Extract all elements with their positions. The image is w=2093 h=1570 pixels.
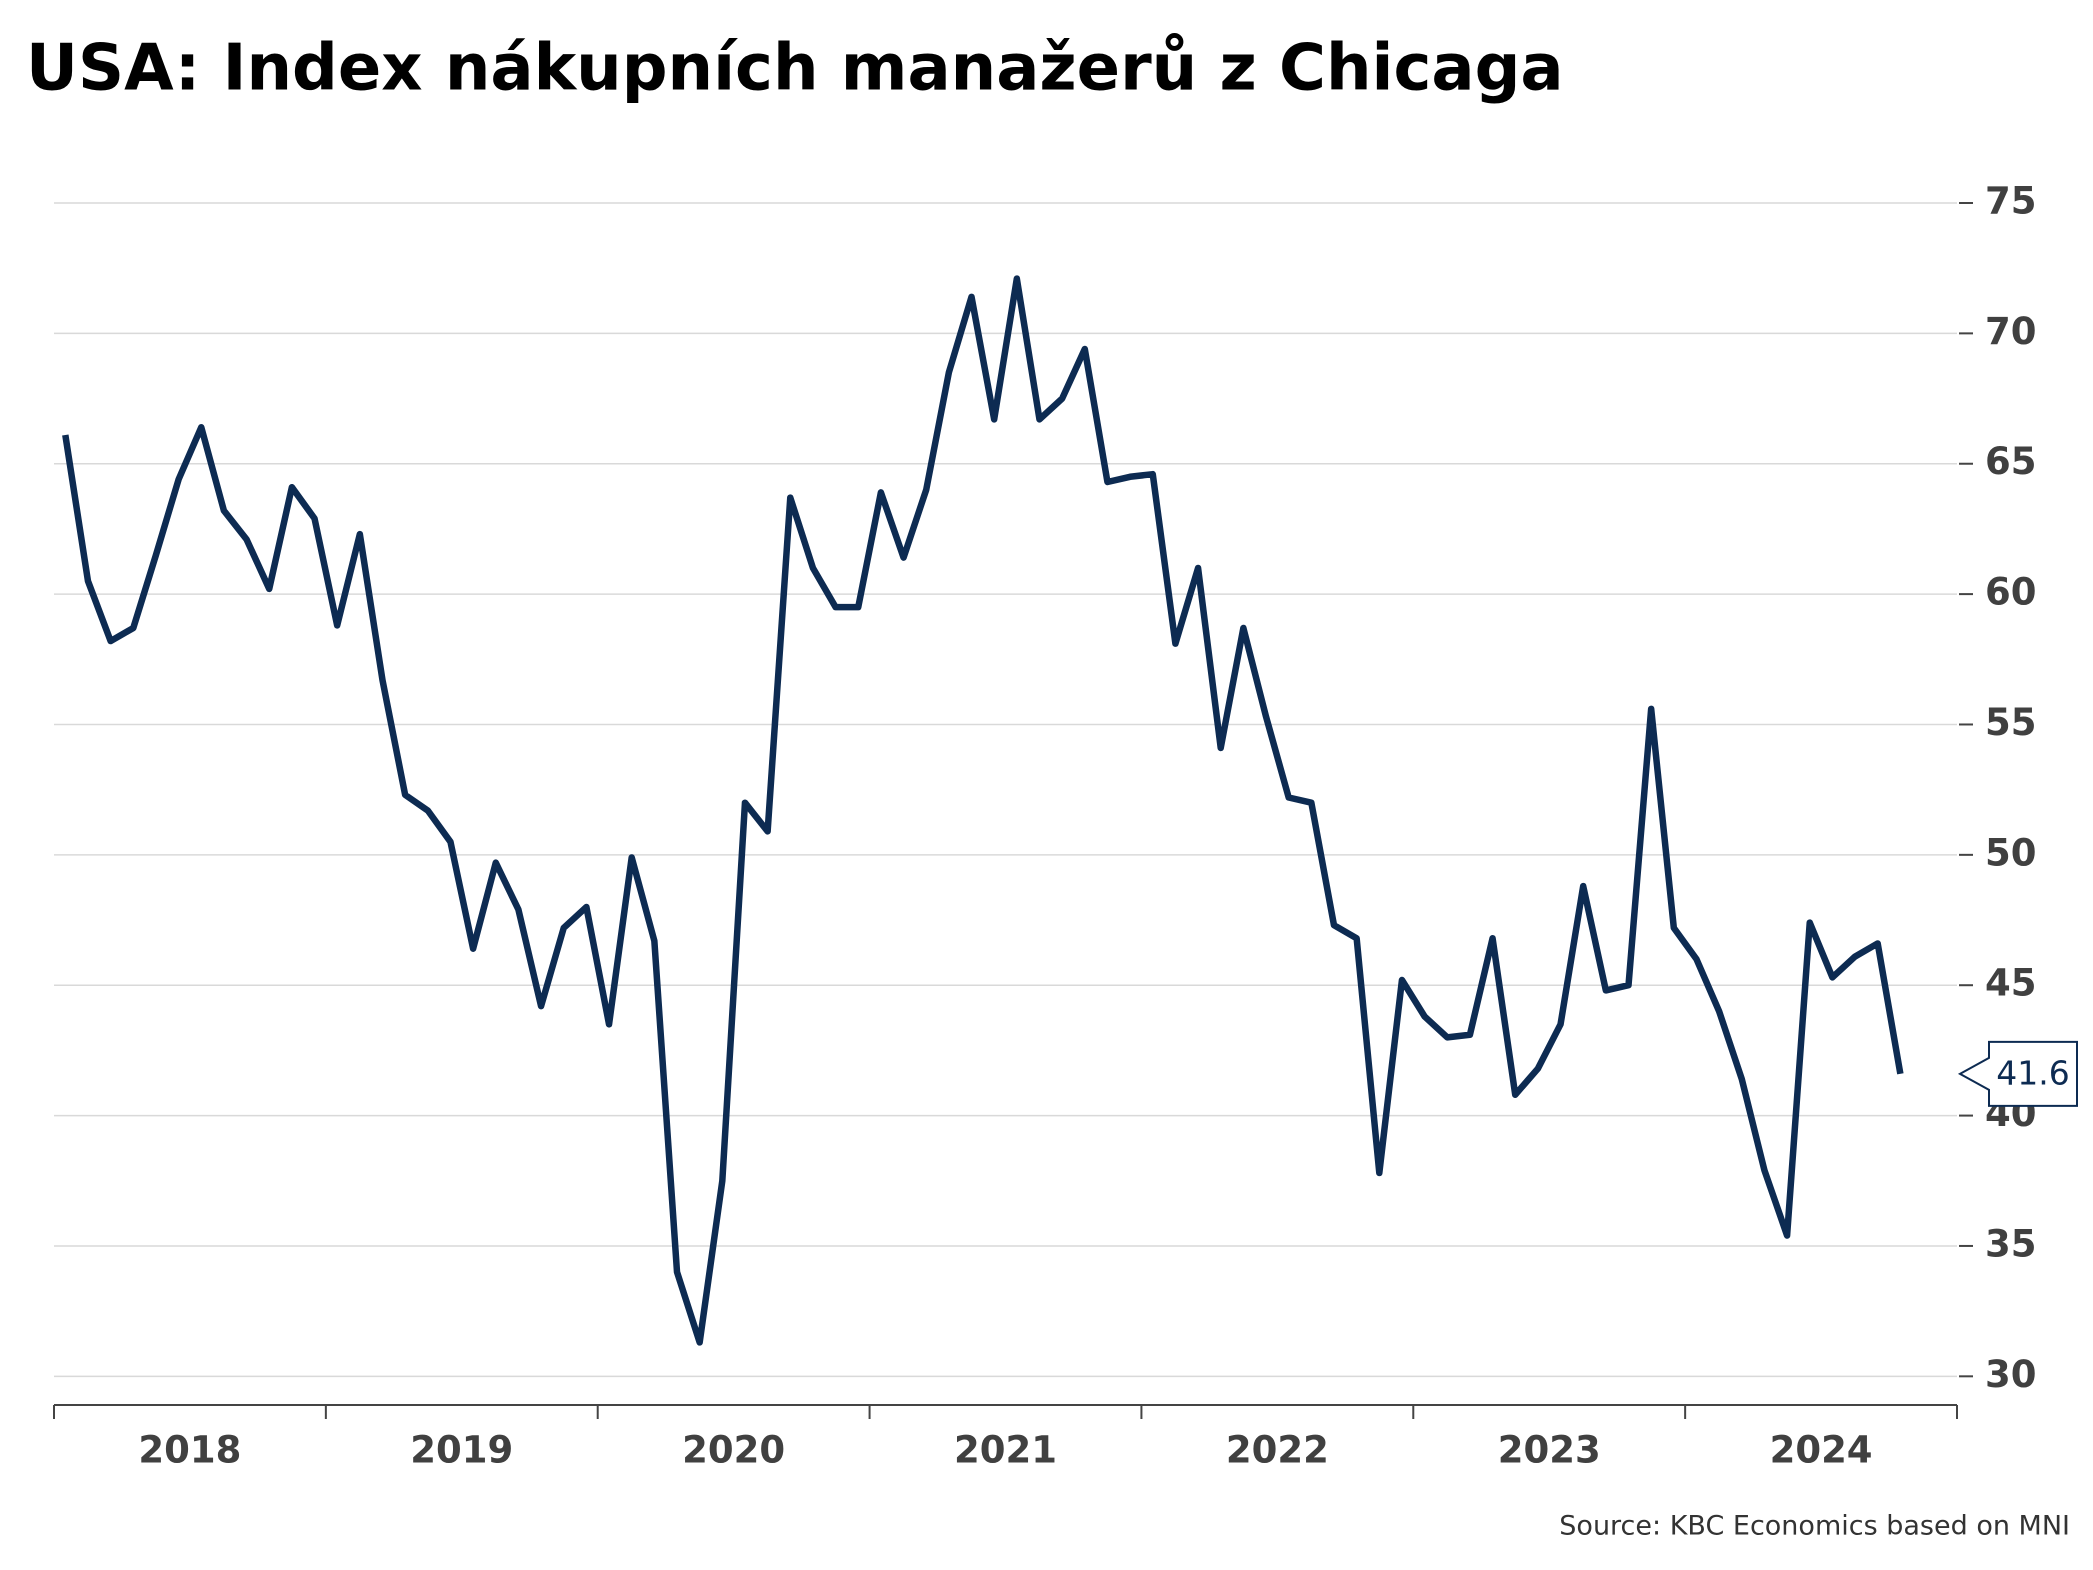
line-series <box>62 275 1904 1346</box>
y-tick-label: 35 <box>1985 1222 2037 1265</box>
source: Source: KBC Economics based on MNI <box>1559 1511 2070 1542</box>
x-group-label: 2023 <box>1498 1429 1601 1472</box>
y-tick-label: 50 <box>1985 831 2037 874</box>
y-tick-label: 45 <box>1985 962 2037 1005</box>
y-tick-label: 60 <box>1985 571 2037 614</box>
x-group-label: 2022 <box>1226 1429 1329 1472</box>
x-group-label: 2018 <box>138 1429 241 1472</box>
x-group-label: 2019 <box>410 1429 513 1472</box>
y-tick-label: 75 <box>1985 180 2037 223</box>
chart-title: USA: Index nákupních manažerů z Chicaga <box>26 32 1564 106</box>
callout-box <box>1957 1040 2078 1107</box>
x-group-label: 2024 <box>1770 1429 1873 1472</box>
x-group-label: 2021 <box>954 1429 1057 1472</box>
x-group-label: 2020 <box>682 1429 785 1472</box>
y-tick-label: 55 <box>1985 701 2037 744</box>
y-tick-label: 30 <box>1985 1353 2037 1396</box>
y-tick-label: 65 <box>1985 440 2037 483</box>
callout-label: 41.6 <box>1996 1053 2069 1092</box>
y-tick-label: 70 <box>1985 310 2037 353</box>
